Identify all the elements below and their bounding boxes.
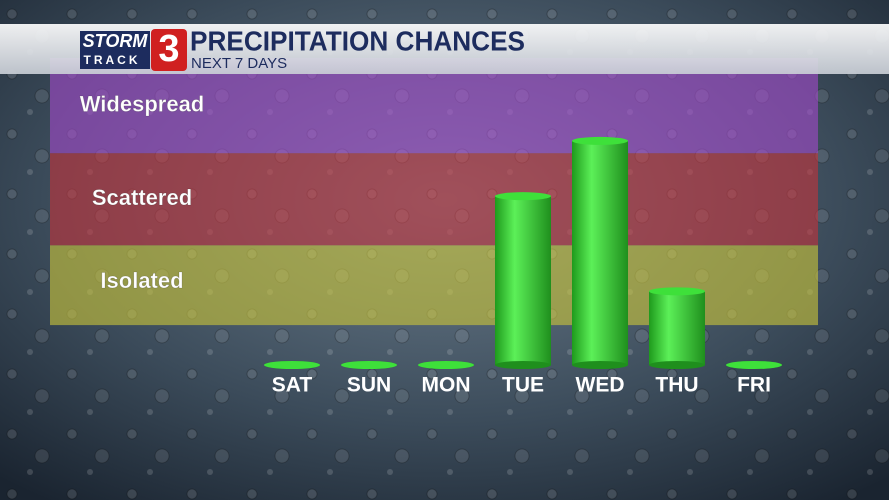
bar-cap bbox=[726, 361, 782, 369]
bar-cap bbox=[341, 361, 397, 369]
band-label: Scattered bbox=[92, 185, 192, 210]
bar-base bbox=[495, 361, 551, 369]
logo-bottom: TRACK bbox=[84, 53, 141, 67]
band bbox=[50, 153, 818, 246]
bar-base bbox=[649, 361, 705, 369]
x-tick-label: SUN bbox=[347, 374, 391, 397]
bars: SAT SUN MON TUE WED THU FRI bbox=[264, 136, 782, 397]
bar-cap bbox=[572, 136, 628, 145]
chart-subtitle: NEXT 7 DAYS bbox=[191, 55, 287, 72]
bands: Isolated Scattered Widespread bbox=[50, 58, 818, 326]
x-tick-label: WED bbox=[576, 374, 625, 397]
bar-cap bbox=[495, 192, 551, 201]
x-tick-label: SAT bbox=[272, 374, 313, 397]
x-tick-label: TUE bbox=[502, 374, 544, 397]
logo-box bbox=[80, 31, 150, 69]
bar-base bbox=[572, 361, 628, 369]
bar bbox=[495, 196, 551, 365]
bar bbox=[572, 140, 628, 365]
logo-top: STORM bbox=[83, 31, 149, 51]
band-label: Isolated bbox=[100, 268, 183, 293]
bar-cap bbox=[649, 287, 705, 296]
bar bbox=[649, 291, 705, 365]
band-label: Widespread bbox=[80, 91, 205, 116]
x-tick-label: THU bbox=[655, 374, 698, 397]
chart-title: PRECIPITATION CHANCES bbox=[190, 25, 525, 56]
logo-number: 3 bbox=[158, 28, 179, 70]
bar-cap bbox=[264, 361, 320, 369]
x-tick-label: MON bbox=[422, 374, 471, 397]
bar-cap bbox=[418, 361, 474, 369]
x-tick-label: FRI bbox=[737, 374, 771, 397]
logo-number-box bbox=[151, 29, 187, 71]
